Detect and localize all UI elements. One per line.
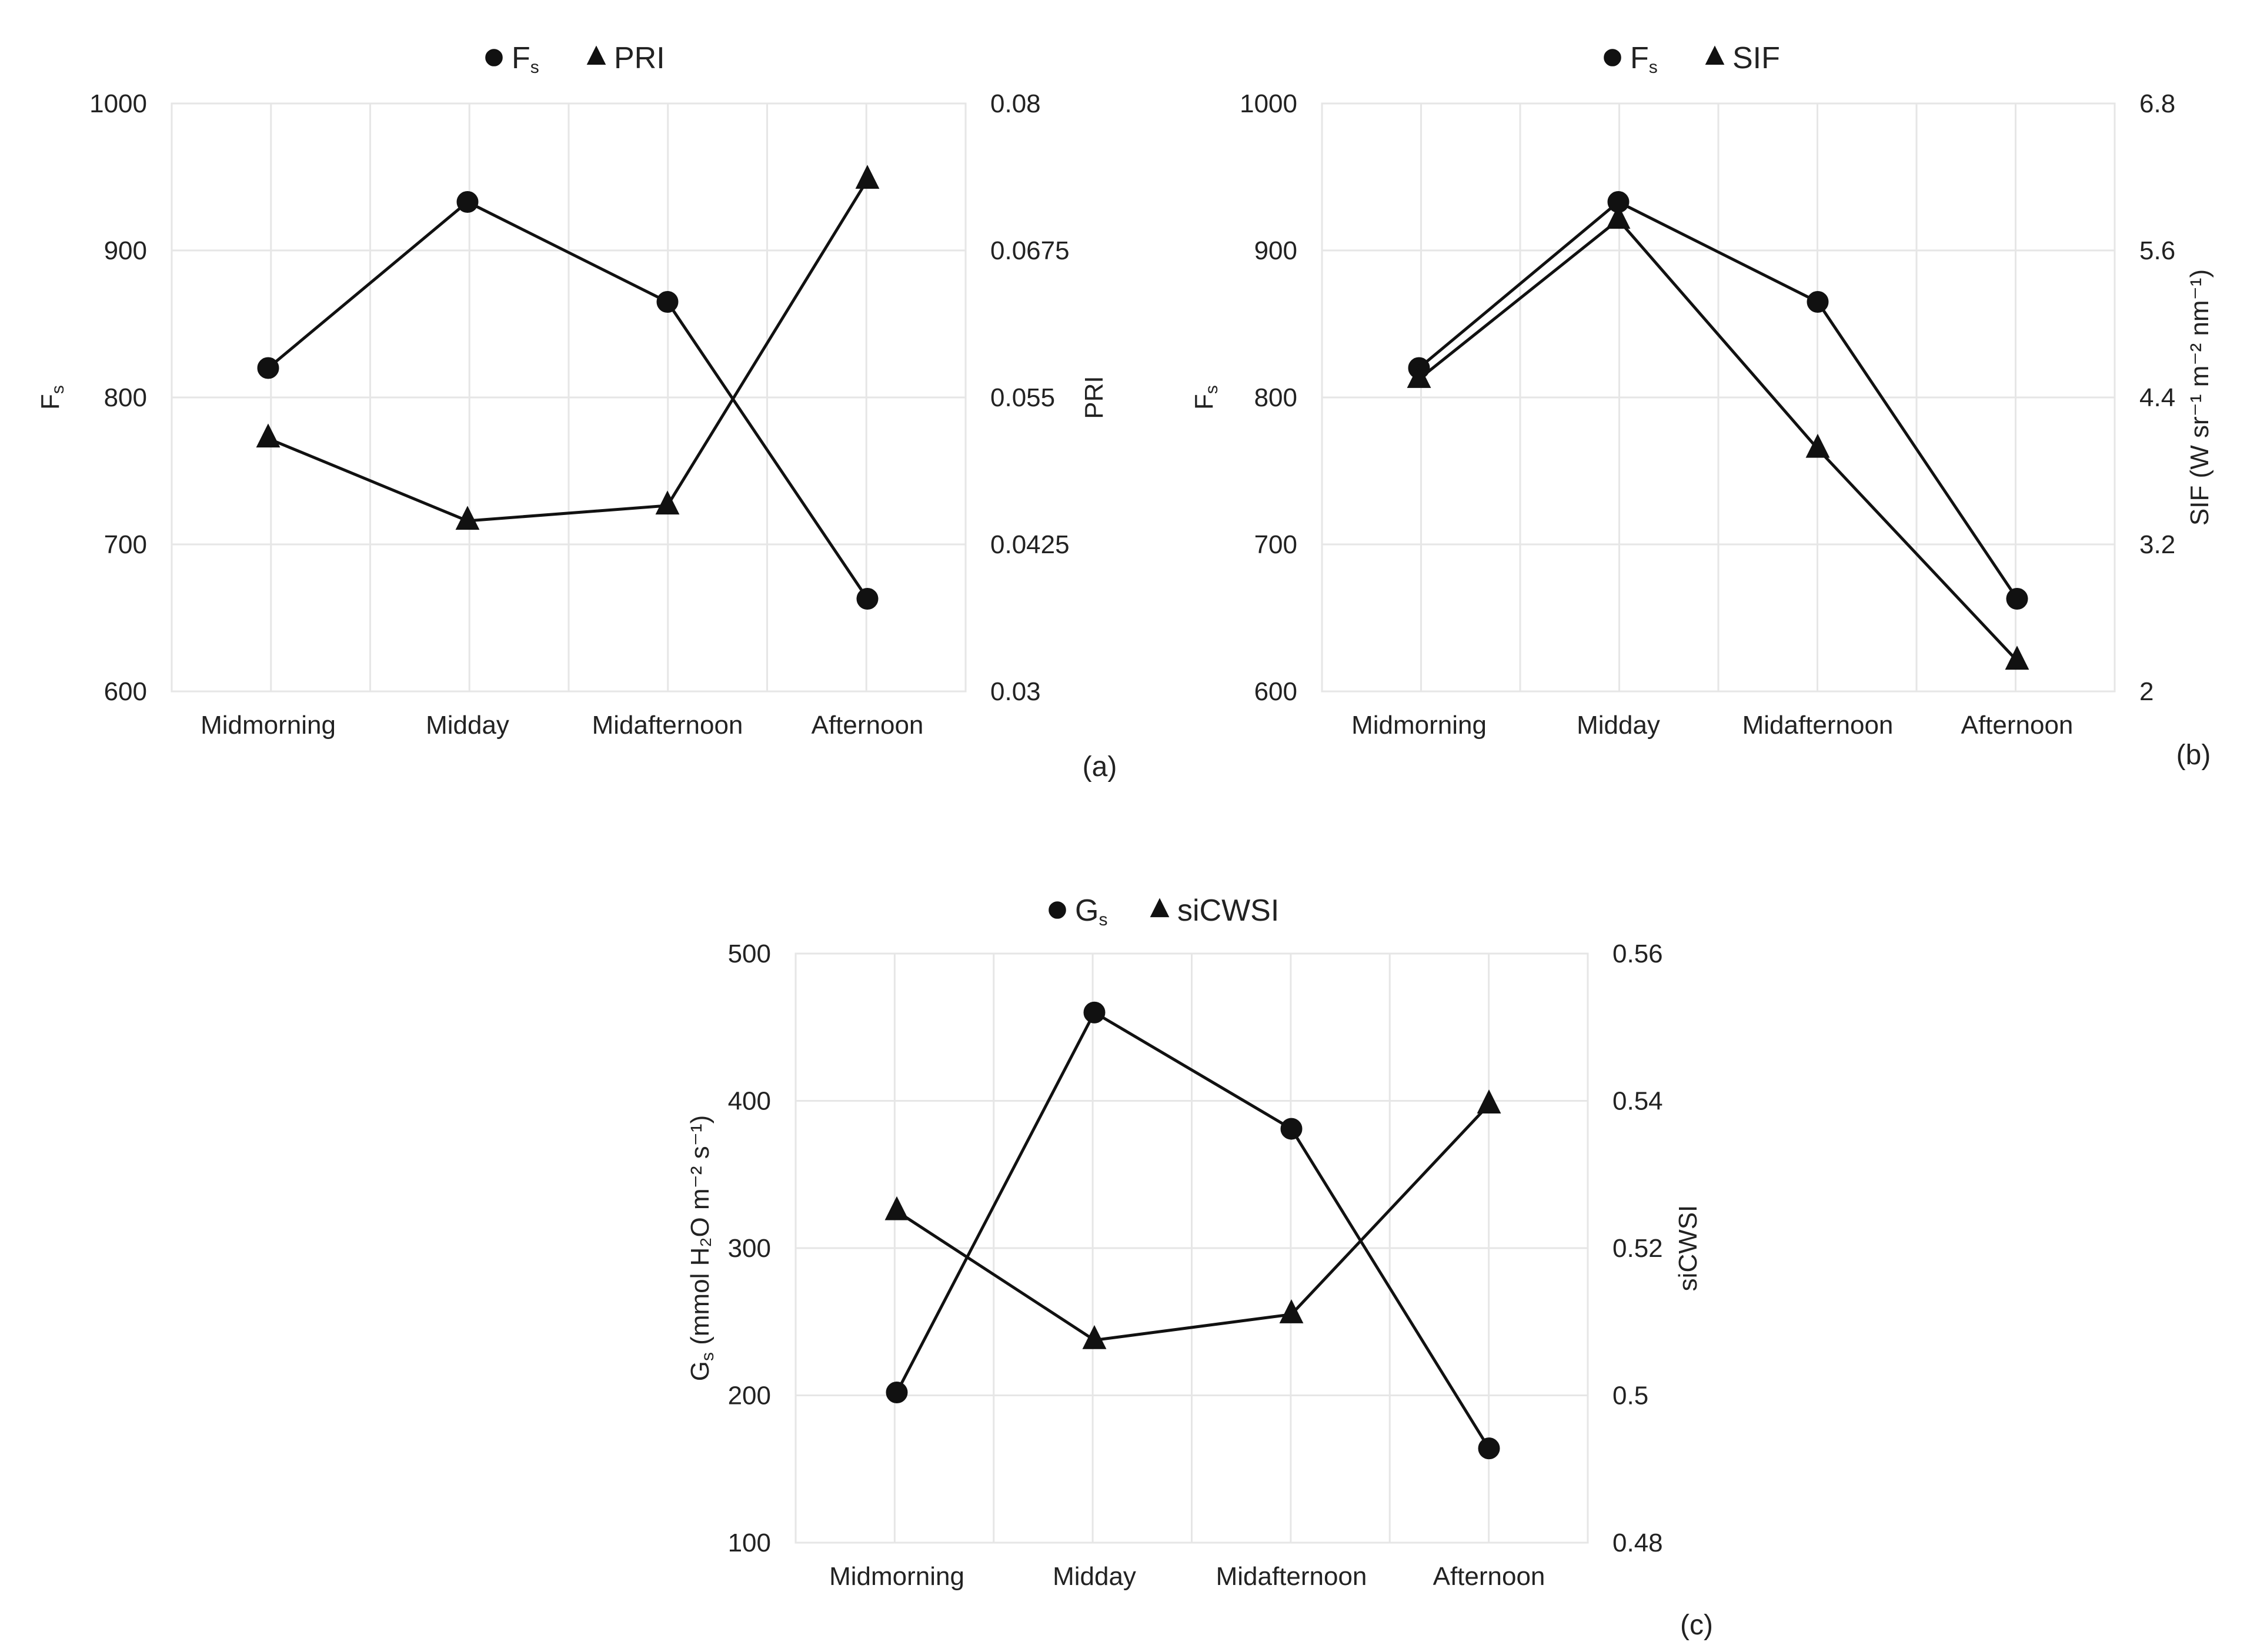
x-tick-label: Midafternoon	[1742, 711, 1894, 740]
left-tick-label: 200	[728, 1382, 771, 1410]
x-tick-label: Midmorning	[829, 1562, 964, 1591]
data-point-triangle	[1477, 1089, 1501, 1113]
legend-label-2: siCWSI	[1177, 894, 1279, 928]
data-point-triangle	[1805, 433, 1830, 458]
data-point-triangle	[455, 506, 480, 530]
y-axis-right-title: siCWSI	[1674, 1205, 1702, 1292]
legend-label-1: Fs	[512, 41, 539, 77]
right-tick-label: 0.055	[990, 383, 1055, 412]
legend-label-1: Fs	[1630, 41, 1658, 77]
right-tick-label: 0.03	[990, 677, 1041, 706]
data-point-circle	[856, 588, 879, 610]
data-point-triangle	[1082, 1325, 1107, 1349]
left-tick-label: 100	[728, 1529, 771, 1557]
left-tick-label: 400	[728, 1087, 771, 1116]
right-tick-label: 0.0675	[990, 236, 1070, 265]
data-point-triangle	[1279, 1299, 1304, 1323]
right-tick-label: 2	[2139, 677, 2154, 706]
series-line-2	[268, 179, 869, 523]
data-point-circle	[1807, 291, 1829, 313]
left-tick-label: 500	[728, 939, 771, 968]
data-point-circle	[2006, 588, 2028, 610]
chart-panel-1: 600 0.03 700 0.0425 800 0.055 900 0.0675 1000 0.0…	[36, 41, 1117, 782]
right-tick-label: 0.48	[1612, 1529, 1663, 1557]
series-line-1	[267, 200, 869, 600]
x-tick-label: Midday	[426, 711, 509, 740]
legend-label-2: SIF	[1732, 41, 1780, 75]
right-tick-label: 6.8	[2139, 89, 2175, 118]
legend-triangle-marker	[1150, 898, 1170, 918]
panel-label: (a)	[1083, 751, 1117, 782]
x-tick-label: Midafternoon	[1216, 1562, 1367, 1591]
data-point-triangle	[256, 423, 281, 448]
data-point-circle	[1478, 1437, 1500, 1460]
right-tick-label: 4.4	[2139, 383, 2175, 412]
data-point-circle	[1083, 1001, 1106, 1024]
x-tick-label: Afternoon	[1433, 1562, 1545, 1591]
data-point-triangle	[655, 490, 680, 515]
left-tick-label: 300	[728, 1234, 771, 1263]
x-tick-label: Midday	[1577, 711, 1660, 740]
left-tick-label: 600	[1254, 677, 1297, 706]
data-point-triangle	[1606, 205, 1631, 229]
x-tick-label: Midmorning	[1351, 711, 1487, 740]
legend-circle-marker	[1604, 49, 1621, 66]
right-tick-label: 3.2	[2139, 530, 2175, 559]
series-line-2	[1418, 218, 2018, 662]
x-tick-label: Midmorning	[201, 711, 336, 740]
data-point-circle	[1280, 1118, 1303, 1140]
right-tick-label: 0.54	[1612, 1087, 1663, 1116]
legend-triangle-marker	[1705, 45, 1725, 65]
series-line-2	[896, 1103, 1490, 1342]
left-tick-label: 600	[104, 677, 147, 706]
data-point-circle	[656, 291, 679, 313]
series-line-1	[1418, 200, 2019, 600]
y-axis-right-title: SIF (W sr⁻¹ m⁻² nm⁻¹)	[2185, 269, 2214, 526]
x-tick-label: Afternoon	[812, 711, 924, 740]
x-tick-label: Midday	[1053, 1562, 1136, 1591]
data-point-circle	[456, 191, 479, 213]
x-tick-label: Afternoon	[1961, 711, 2074, 740]
data-point-triangle	[855, 165, 880, 189]
right-tick-label: 0.0425	[990, 530, 1070, 559]
legend-label-1: Gs	[1075, 894, 1107, 929]
panel-label: (c)	[1680, 1610, 1713, 1641]
y-axis-left-title: Fs	[36, 385, 68, 410]
data-point-circle	[886, 1381, 908, 1403]
legend-circle-marker	[485, 49, 503, 66]
chart-panel-2: 600 2 700 3.2 800 4.4 900 5.6 1000 6.8 Midmorning M…	[1190, 41, 2214, 771]
left-tick-label: 900	[104, 236, 147, 265]
data-point-triangle	[884, 1196, 909, 1220]
data-point-triangle	[2005, 646, 2029, 670]
series-line-1	[895, 1010, 1491, 1449]
legend-triangle-marker	[586, 45, 606, 65]
right-tick-label: 5.6	[2139, 236, 2175, 265]
left-tick-label: 700	[1254, 530, 1297, 559]
left-tick-label: 1000	[89, 89, 147, 118]
legend-circle-marker	[1049, 901, 1066, 919]
left-tick-label: 900	[1254, 236, 1297, 265]
left-tick-label: 1000	[1240, 89, 1297, 118]
right-tick-label: 0.52	[1612, 1234, 1663, 1263]
y-axis-right-title: PRI	[1080, 376, 1109, 419]
chart-panel-3: 100 0.48 200 0.5 300 0.52 400 0.54 500 0.56 Midmor…	[686, 894, 1713, 1641]
y-axis-left-title: Gs (mmol H₂O m⁻² s⁻¹)	[686, 1115, 717, 1381]
x-tick-label: Midafternoon	[592, 711, 743, 740]
left-tick-label: 700	[104, 530, 147, 559]
right-tick-label: 0.5	[1612, 1382, 1648, 1410]
right-tick-label: 0.56	[1612, 939, 1663, 968]
data-point-circle	[257, 357, 279, 379]
right-tick-label: 0.08	[990, 89, 1041, 118]
legend-label-2: PRI	[614, 41, 665, 75]
data-point-triangle	[1407, 364, 1431, 388]
left-tick-label: 800	[104, 383, 147, 412]
panel-label: (b)	[2176, 740, 2211, 771]
left-tick-label: 800	[1254, 383, 1297, 412]
y-axis-left-title: Fs	[1190, 385, 1221, 410]
